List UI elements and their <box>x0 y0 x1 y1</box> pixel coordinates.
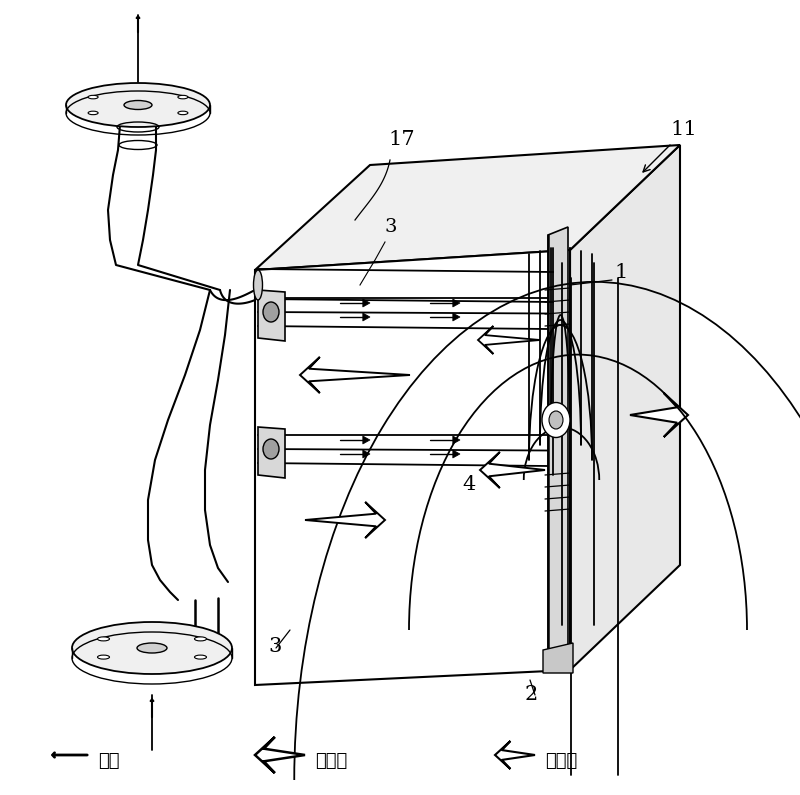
Text: 3: 3 <box>385 218 398 236</box>
Ellipse shape <box>542 402 570 437</box>
Polygon shape <box>258 290 285 341</box>
Polygon shape <box>453 436 460 444</box>
Polygon shape <box>255 145 680 270</box>
Polygon shape <box>478 326 540 354</box>
Ellipse shape <box>88 111 98 114</box>
Polygon shape <box>363 450 370 458</box>
Polygon shape <box>305 502 385 538</box>
Ellipse shape <box>194 637 206 641</box>
Ellipse shape <box>194 655 206 659</box>
Ellipse shape <box>137 643 167 653</box>
Polygon shape <box>258 427 285 478</box>
Text: 副振动: 副振动 <box>545 752 578 770</box>
Ellipse shape <box>98 655 110 659</box>
Ellipse shape <box>72 622 232 674</box>
Polygon shape <box>548 227 568 668</box>
Polygon shape <box>630 393 688 437</box>
Text: 3: 3 <box>268 637 282 656</box>
Text: 17: 17 <box>388 130 414 149</box>
Polygon shape <box>363 313 370 321</box>
Ellipse shape <box>66 83 210 127</box>
Ellipse shape <box>98 637 110 641</box>
Polygon shape <box>363 299 370 307</box>
Ellipse shape <box>178 95 188 99</box>
Ellipse shape <box>124 100 152 110</box>
Text: 主振动: 主振动 <box>315 752 347 770</box>
Polygon shape <box>453 450 460 458</box>
Polygon shape <box>453 299 460 307</box>
Polygon shape <box>495 741 535 769</box>
Polygon shape <box>255 737 305 773</box>
Text: 流体: 流体 <box>98 752 119 770</box>
Text: 1: 1 <box>614 263 627 282</box>
Ellipse shape <box>178 111 188 114</box>
Polygon shape <box>570 145 680 670</box>
Polygon shape <box>300 357 410 393</box>
Ellipse shape <box>263 439 279 459</box>
Text: 4: 4 <box>462 475 475 494</box>
Polygon shape <box>543 643 573 673</box>
Ellipse shape <box>88 95 98 99</box>
Ellipse shape <box>254 270 262 300</box>
Ellipse shape <box>263 302 279 322</box>
Text: 11: 11 <box>670 120 697 139</box>
Polygon shape <box>255 250 570 685</box>
Polygon shape <box>480 452 545 488</box>
Polygon shape <box>363 436 370 444</box>
Polygon shape <box>453 313 460 321</box>
Ellipse shape <box>549 411 563 429</box>
Text: 2: 2 <box>525 685 538 704</box>
